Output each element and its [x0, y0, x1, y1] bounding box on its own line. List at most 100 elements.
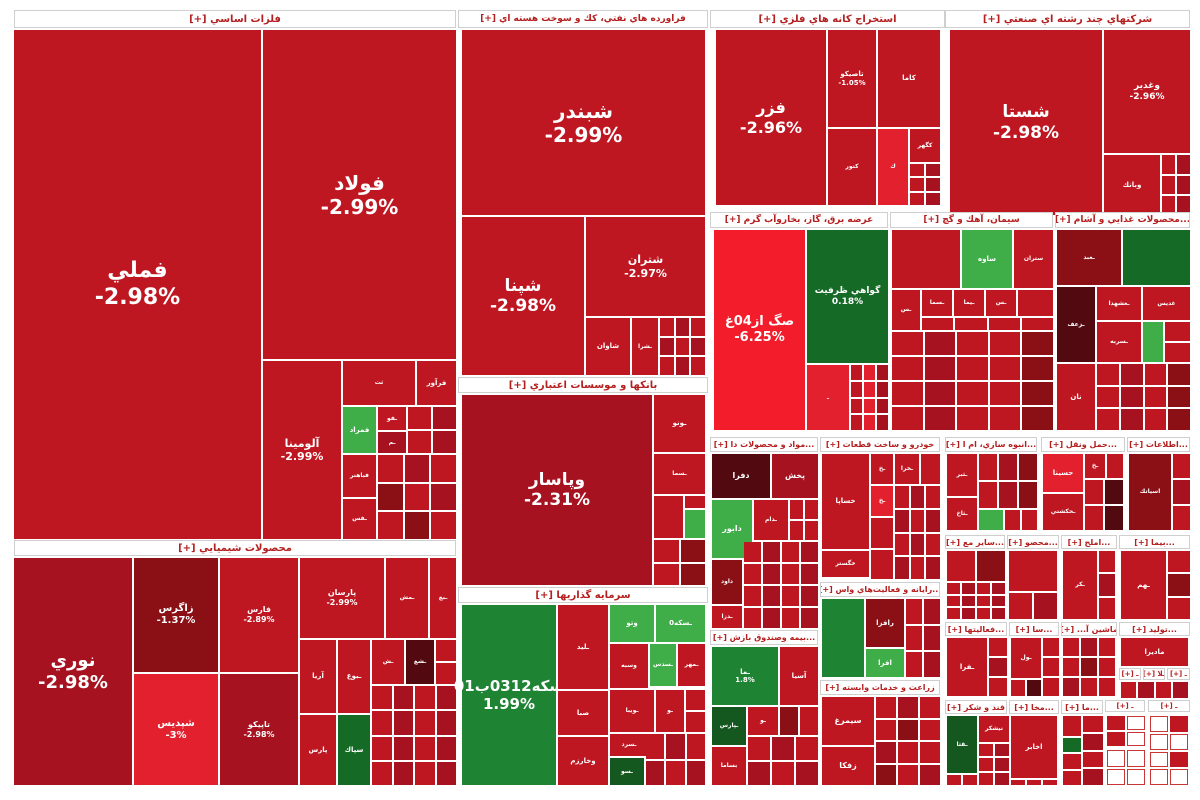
micro-stock-tile[interactable] [926, 192, 940, 205]
micro-stock-tile[interactable] [1120, 409, 1143, 430]
sector-header[interactable]: ـ [+] [1105, 700, 1145, 712]
micro-stock-tile[interactable] [924, 357, 956, 380]
micro-stock-tile[interactable] [910, 178, 924, 191]
stock-tile[interactable] [1063, 716, 1081, 736]
micro-stock-tile[interactable] [1083, 751, 1103, 768]
micro-stock-tile[interactable] [876, 742, 896, 763]
micro-stock-tile[interactable] [691, 357, 705, 375]
stock-tile[interactable]: ـفو [378, 407, 406, 430]
micro-stock-tile[interactable] [947, 775, 961, 785]
micro-stock-tile[interactable] [1022, 332, 1053, 355]
micro-stock-tile[interactable] [920, 697, 940, 718]
stock-tile[interactable]: ـما 1.8% [712, 647, 778, 705]
micro-stock-tile[interactable] [977, 595, 990, 607]
micro-stock-tile[interactable] [1009, 593, 1032, 619]
micro-stock-tile[interactable] [801, 564, 818, 584]
micro-stock-tile[interactable] [1162, 155, 1175, 174]
micro-stock-tile[interactable] [1011, 680, 1025, 696]
micro-stock-tile[interactable] [1120, 386, 1143, 408]
micro-stock-tile[interactable] [924, 625, 940, 651]
micro-stock-tile[interactable] [1120, 364, 1143, 385]
micro-stock-tile[interactable] [1107, 716, 1125, 730]
micro-stock-tile[interactable] [995, 744, 1009, 757]
stock-tile[interactable]: ـويبا [610, 690, 654, 732]
stock-tile[interactable]: كاما [878, 30, 940, 127]
stock-tile[interactable]: زفكا [822, 747, 874, 785]
micro-stock-tile[interactable] [1099, 638, 1115, 656]
micro-stock-tile[interactable] [920, 719, 940, 740]
micro-stock-tile[interactable] [372, 761, 392, 785]
stock-tile[interactable]: شپنا -2.98% [462, 217, 584, 375]
sector-header[interactable]: ...رايانه و فعاليت‌هاي واس [+] [820, 582, 940, 597]
stock-tile[interactable]: غديس [1143, 287, 1190, 320]
micro-stock-tile[interactable] [748, 762, 770, 785]
micro-stock-tile[interactable] [1105, 506, 1123, 530]
micro-stock-tile[interactable] [1170, 733, 1188, 750]
micro-stock-tile[interactable] [851, 365, 862, 380]
micro-stock-tile[interactable] [892, 407, 923, 430]
micro-stock-tile[interactable] [906, 599, 922, 624]
micro-stock-tile[interactable] [393, 761, 413, 785]
micro-stock-tile[interactable] [1043, 638, 1059, 656]
micro-stock-tile[interactable] [744, 542, 761, 562]
micro-stock-tile[interactable] [1168, 409, 1190, 430]
micro-stock-tile[interactable] [796, 762, 818, 785]
stock-tile[interactable]: حسينا [1043, 454, 1083, 492]
micro-stock-tile[interactable] [1022, 382, 1053, 405]
stock-tile[interactable]: وتو [610, 605, 654, 642]
micro-stock-tile[interactable] [995, 772, 1009, 785]
micro-stock-tile[interactable] [898, 742, 918, 763]
micro-stock-tile[interactable] [1173, 454, 1190, 478]
micro-stock-tile[interactable] [1011, 780, 1025, 785]
micro-stock-tile[interactable] [1155, 682, 1171, 698]
micro-stock-tile[interactable] [895, 509, 909, 532]
micro-stock-tile[interactable] [962, 595, 975, 607]
micro-stock-tile[interactable] [763, 564, 780, 584]
micro-stock-tile[interactable] [415, 736, 435, 760]
micro-stock-tile[interactable] [431, 455, 456, 482]
stock-tile[interactable]: ـغشهدا [1097, 287, 1141, 320]
sector-header[interactable]: استخراج كانه هاي فلزي [+] [710, 10, 945, 28]
micro-stock-tile[interactable] [393, 736, 413, 760]
micro-stock-tile[interactable] [924, 382, 956, 405]
stock-tile[interactable]: داود [712, 560, 742, 604]
stock-tile[interactable]: سكه0312ب01 1.99% [454, 605, 564, 785]
stock-tile[interactable]: دفرا [712, 454, 770, 498]
micro-stock-tile[interactable] [947, 583, 960, 594]
stock-tile[interactable]: آلومينا -2.99% [263, 361, 341, 539]
micro-stock-tile[interactable] [1177, 196, 1190, 215]
stock-tile[interactable]: ـدام [754, 500, 788, 540]
micro-stock-tile[interactable] [1177, 175, 1190, 195]
micro-stock-tile[interactable] [910, 557, 925, 579]
stock-tile[interactable]: آريا [300, 640, 336, 713]
stock-tile[interactable]: ـ [807, 365, 849, 430]
micro-stock-tile[interactable] [1121, 682, 1137, 698]
micro-stock-tile[interactable] [404, 483, 430, 511]
sector-header[interactable]: سرمايه گذاريها [+] [458, 587, 708, 603]
micro-stock-tile[interactable] [796, 737, 818, 760]
micro-stock-tile[interactable] [1099, 551, 1115, 573]
micro-stock-tile[interactable] [646, 734, 665, 759]
micro-stock-tile[interactable] [1019, 482, 1037, 508]
micro-stock-tile[interactable] [372, 686, 392, 710]
micro-stock-tile[interactable] [1005, 510, 1020, 530]
micro-stock-tile[interactable] [1177, 155, 1190, 174]
micro-stock-tile[interactable] [436, 761, 456, 785]
micro-stock-tile[interactable] [871, 518, 893, 548]
micro-stock-tile[interactable] [1063, 658, 1079, 676]
micro-stock-tile[interactable] [898, 719, 918, 740]
stock-tile[interactable]: ـخرا [895, 454, 919, 484]
micro-stock-tile[interactable] [1127, 768, 1145, 785]
stock-tile[interactable] [1143, 322, 1163, 362]
stock-tile[interactable]: شستا -2.98% [950, 30, 1102, 215]
stock-tile[interactable] [685, 510, 705, 538]
micro-stock-tile[interactable] [780, 707, 798, 735]
micro-stock-tile[interactable] [1083, 733, 1103, 750]
stock-tile[interactable]: شبندر -2.99% [462, 30, 705, 215]
stock-tile[interactable]: ساوه [962, 230, 1012, 288]
sector-header[interactable]: ...محصو [+] [1007, 535, 1059, 549]
sector-header[interactable]: سيمان، آهك و گچ [+] [890, 212, 1053, 228]
micro-stock-tile[interactable] [989, 382, 1021, 405]
micro-stock-tile[interactable] [1099, 597, 1115, 619]
stock-tile[interactable]: خگستر [822, 551, 869, 577]
